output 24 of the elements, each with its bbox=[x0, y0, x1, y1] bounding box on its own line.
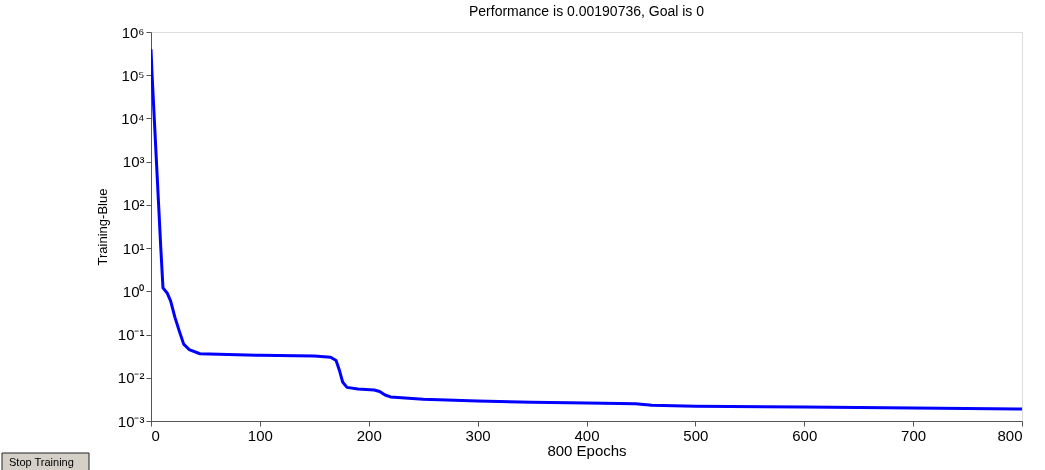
x-tick-label: 700 bbox=[901, 426, 927, 444]
y-tick-label: 10⁵ bbox=[121, 66, 145, 84]
x-axis-title: 800 Epochs bbox=[547, 441, 627, 459]
y-tick-label: 10⁻³ bbox=[117, 412, 145, 430]
x-tick-label: 200 bbox=[356, 426, 382, 444]
y-tick-label: 10² bbox=[122, 196, 145, 214]
chart-title: Performance is 0.00190736, Goal is 0 bbox=[468, 3, 705, 19]
x-tick-label: 800 bbox=[997, 426, 1023, 444]
line-series bbox=[151, 47, 1022, 411]
x-tick-label: 100 bbox=[247, 426, 273, 444]
y-tick-label: 10¹ bbox=[122, 239, 145, 257]
x-tick-label: 500 bbox=[683, 426, 709, 444]
y-tick-label: 10⁶ bbox=[121, 23, 145, 41]
x-tick-label: 300 bbox=[465, 426, 491, 444]
y-tick-label: 10⁴ bbox=[121, 109, 145, 127]
y-tick-label: 10⁻² bbox=[117, 369, 145, 387]
y-axis-title: Training-Blue bbox=[94, 188, 110, 266]
y-tick-label: 10⁻¹ bbox=[117, 326, 145, 344]
x-tick-label: 400 bbox=[574, 426, 600, 444]
x-tick-label: 0 bbox=[151, 426, 160, 444]
y-tick-label: 10³ bbox=[122, 153, 145, 171]
text: Stop Training bbox=[9, 456, 74, 468]
y-tick-label: 10⁰ bbox=[122, 282, 145, 300]
x-tick-label: 600 bbox=[792, 426, 818, 444]
